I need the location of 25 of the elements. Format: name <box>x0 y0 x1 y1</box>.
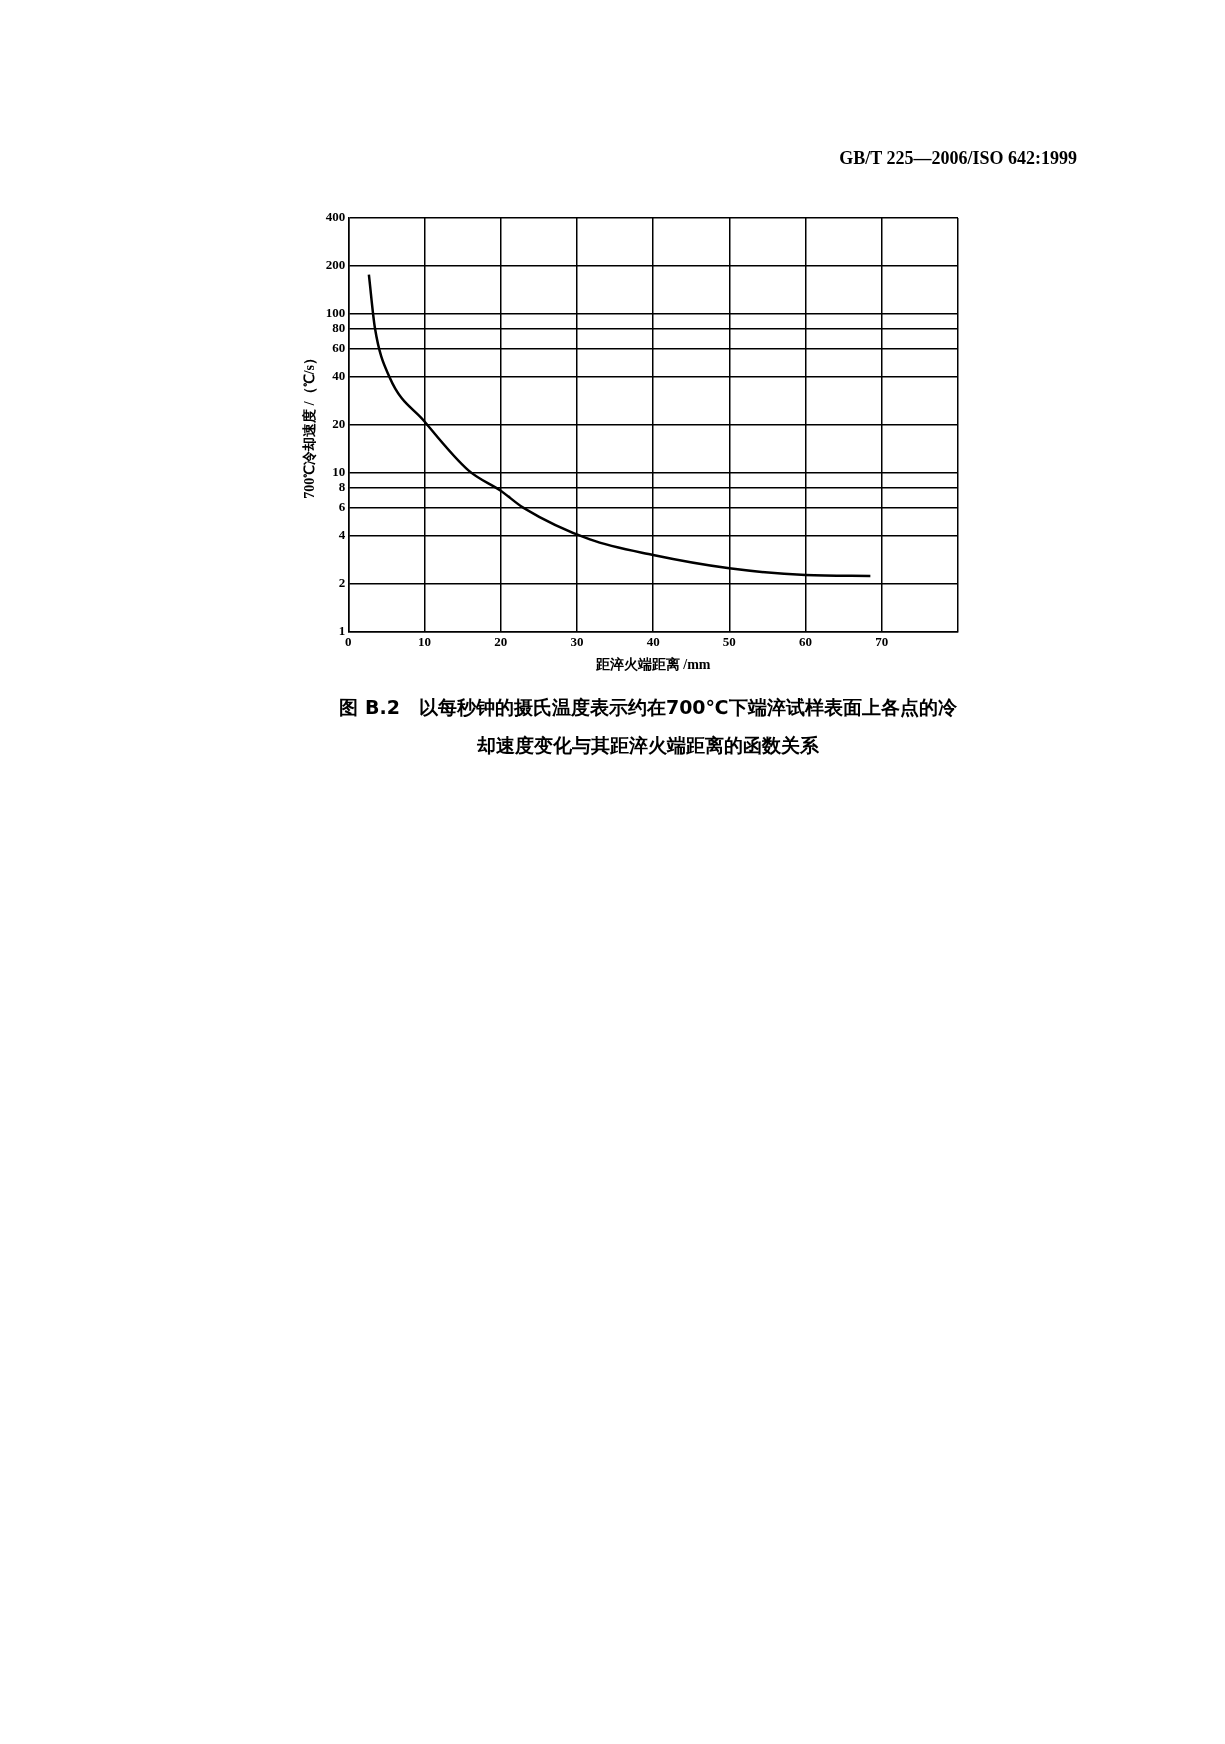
y-tick-label: 100 <box>325 305 346 321</box>
y-tick-label: 1 <box>338 622 346 638</box>
text: GB/T 225—2006/ISO 642:1999 <box>839 148 1077 169</box>
y-tick-label: 40 <box>332 368 346 384</box>
y-tick-label: 200 <box>325 257 346 273</box>
x-tick-label: 70 <box>875 633 889 649</box>
y-tick-label: 80 <box>332 320 346 336</box>
x-tick-label: 50 <box>722 633 736 649</box>
y-tick-label: 6 <box>338 499 346 515</box>
x-axis-title: 距淬火端距离 /mm <box>594 656 711 673</box>
y-axis-title: 700℃冷却速度 /（℃/s） <box>301 350 318 499</box>
x-tick-label: 20 <box>494 633 508 649</box>
x-tick-label: 10 <box>418 633 432 649</box>
y-tick-label: 10 <box>332 464 346 480</box>
y-tick-label: 4 <box>338 527 346 543</box>
y-tick-label: 400 <box>325 209 346 225</box>
y-tick-label: 20 <box>332 416 346 432</box>
text: 图 B.2 以每秒钟的摄氏温度表示约在700℃下端淬试样表面上各点的冷却速度变化与其距淬火端距离的函数关系 <box>338 695 958 758</box>
y-tick-label: 2 <box>338 575 346 591</box>
x-tick-label: 30 <box>570 633 584 649</box>
y-tick-label: 60 <box>332 340 346 356</box>
x-tick-label: 60 <box>799 633 813 649</box>
x-tick-label: 40 <box>646 633 660 649</box>
y-tick-label: 8 <box>338 479 346 495</box>
x-tick-label: 0 <box>345 633 352 649</box>
